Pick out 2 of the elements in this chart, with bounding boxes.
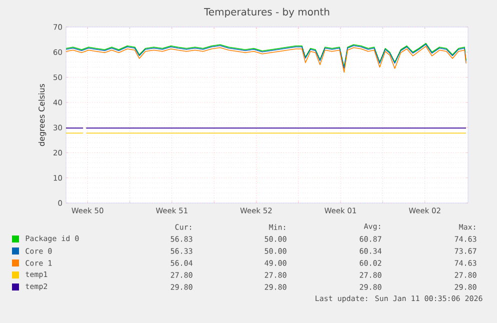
chart-title: Temperatures - by month <box>204 8 330 18</box>
line-series <box>66 46 466 73</box>
